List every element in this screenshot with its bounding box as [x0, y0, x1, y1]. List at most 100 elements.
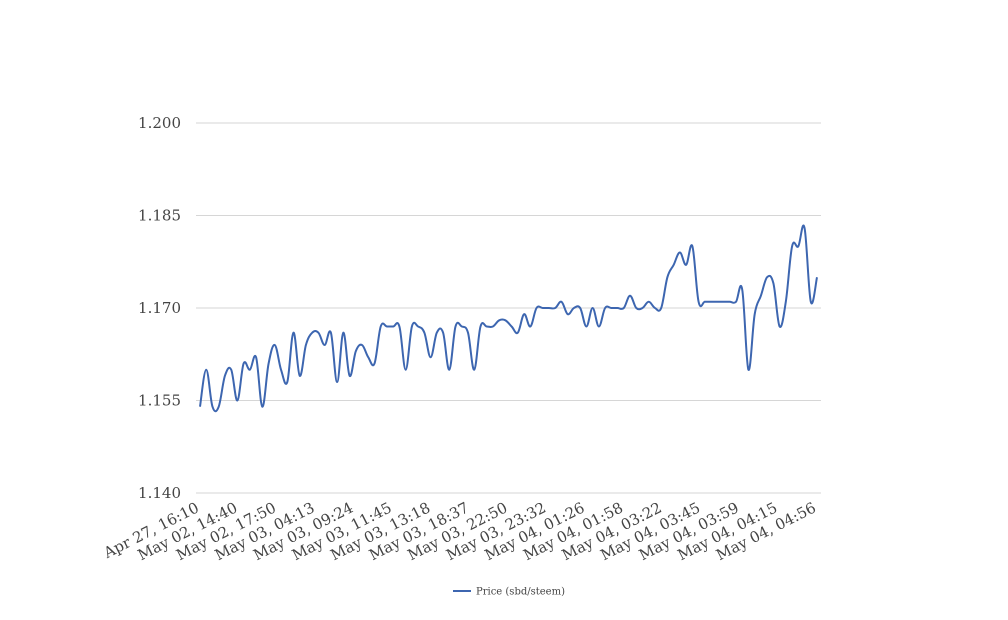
- data-point: [248, 368, 252, 372]
- grid: [196, 122, 821, 494]
- data-point: [516, 331, 520, 335]
- data-point: [697, 300, 701, 304]
- y-tick-label: 1.200: [138, 114, 181, 132]
- data-point: [267, 362, 271, 366]
- data-point: [435, 331, 439, 335]
- data-point: [709, 300, 713, 304]
- data-point: [715, 300, 719, 304]
- data-point: [609, 306, 613, 310]
- data-point: [809, 300, 813, 304]
- data-point: [273, 343, 277, 347]
- y-axis: 1.140 1.155 1.170 1.185 1.200: [138, 114, 181, 502]
- data-point: [634, 306, 638, 310]
- data-point: [360, 343, 364, 347]
- data-point: [335, 380, 339, 384]
- data-point: [690, 244, 694, 248]
- data-point: [410, 325, 414, 329]
- data-point: [728, 300, 732, 304]
- data-point: [348, 374, 352, 378]
- data-point: [466, 331, 470, 335]
- data-point: [553, 306, 557, 310]
- data-point: [391, 325, 395, 329]
- data-point: [404, 368, 408, 372]
- data-point: [547, 306, 551, 310]
- data-point: [441, 331, 445, 335]
- data-point: [329, 331, 333, 335]
- data-point: [229, 368, 233, 372]
- data-point: [373, 362, 377, 366]
- series-line: [199, 224, 818, 413]
- data-point: [647, 300, 651, 304]
- data-point: [242, 362, 246, 366]
- data-point: [310, 331, 314, 335]
- data-point: [510, 325, 514, 329]
- data-point: [304, 343, 308, 347]
- y-tick-label: 1.155: [138, 392, 181, 410]
- data-point: [198, 405, 202, 409]
- data-point: [628, 294, 632, 298]
- data-point: [497, 318, 501, 322]
- legend: Price (sbd/steem): [453, 587, 565, 598]
- data-point: [753, 312, 757, 316]
- data-point: [472, 368, 476, 372]
- data-point: [260, 405, 264, 409]
- data-point: [522, 312, 526, 316]
- data-point: [572, 306, 576, 310]
- data-point: [223, 374, 227, 378]
- data-point: [447, 368, 451, 372]
- data-point: [528, 325, 532, 329]
- data-point: [485, 325, 489, 329]
- data-point: [566, 312, 570, 316]
- data-point: [584, 325, 588, 329]
- y-tick-label: 1.170: [138, 299, 181, 317]
- data-point: [796, 244, 800, 248]
- data-point: [560, 300, 564, 304]
- data-point: [597, 325, 601, 329]
- data-point: [622, 306, 626, 310]
- data-point: [285, 380, 289, 384]
- data-point: [416, 325, 420, 329]
- data-point: [366, 355, 370, 359]
- data-point: [684, 263, 688, 267]
- data-point: [204, 368, 208, 372]
- data-point: [759, 294, 763, 298]
- data-point: [385, 325, 389, 329]
- data-point: [454, 325, 458, 329]
- data-point: [665, 275, 669, 279]
- data-point: [659, 306, 663, 310]
- data-point: [678, 251, 682, 255]
- data-point: [703, 300, 707, 304]
- data-point: [491, 325, 495, 329]
- data-point: [641, 306, 645, 310]
- data-point: [354, 349, 358, 353]
- y-tick-label: 1.185: [138, 207, 181, 225]
- data-point: [803, 226, 807, 230]
- data-point: [397, 325, 401, 329]
- data-point: [211, 405, 215, 409]
- data-point: [298, 374, 302, 378]
- data-point: [734, 300, 738, 304]
- data-point: [254, 355, 258, 359]
- data-point: [746, 368, 750, 372]
- data-point: [235, 399, 239, 403]
- data-point: [790, 244, 794, 248]
- data-point: [217, 405, 221, 409]
- data-point: [653, 306, 657, 310]
- data-point: [771, 281, 775, 285]
- legend-label: Price (sbd/steem): [476, 587, 565, 598]
- data-point: [591, 306, 595, 310]
- data-point: [316, 331, 320, 335]
- data-point: [429, 355, 433, 359]
- data-point: [535, 306, 539, 310]
- data-point: [815, 275, 819, 279]
- data-point: [603, 306, 607, 310]
- data-point: [672, 263, 676, 267]
- data-point: [503, 318, 507, 322]
- data-point: [778, 325, 782, 329]
- data-point: [460, 325, 464, 329]
- data-point: [765, 275, 769, 279]
- data-point: [722, 300, 726, 304]
